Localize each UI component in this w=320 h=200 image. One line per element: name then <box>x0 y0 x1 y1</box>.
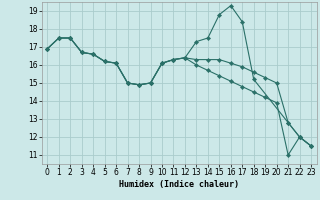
X-axis label: Humidex (Indice chaleur): Humidex (Indice chaleur) <box>119 180 239 189</box>
